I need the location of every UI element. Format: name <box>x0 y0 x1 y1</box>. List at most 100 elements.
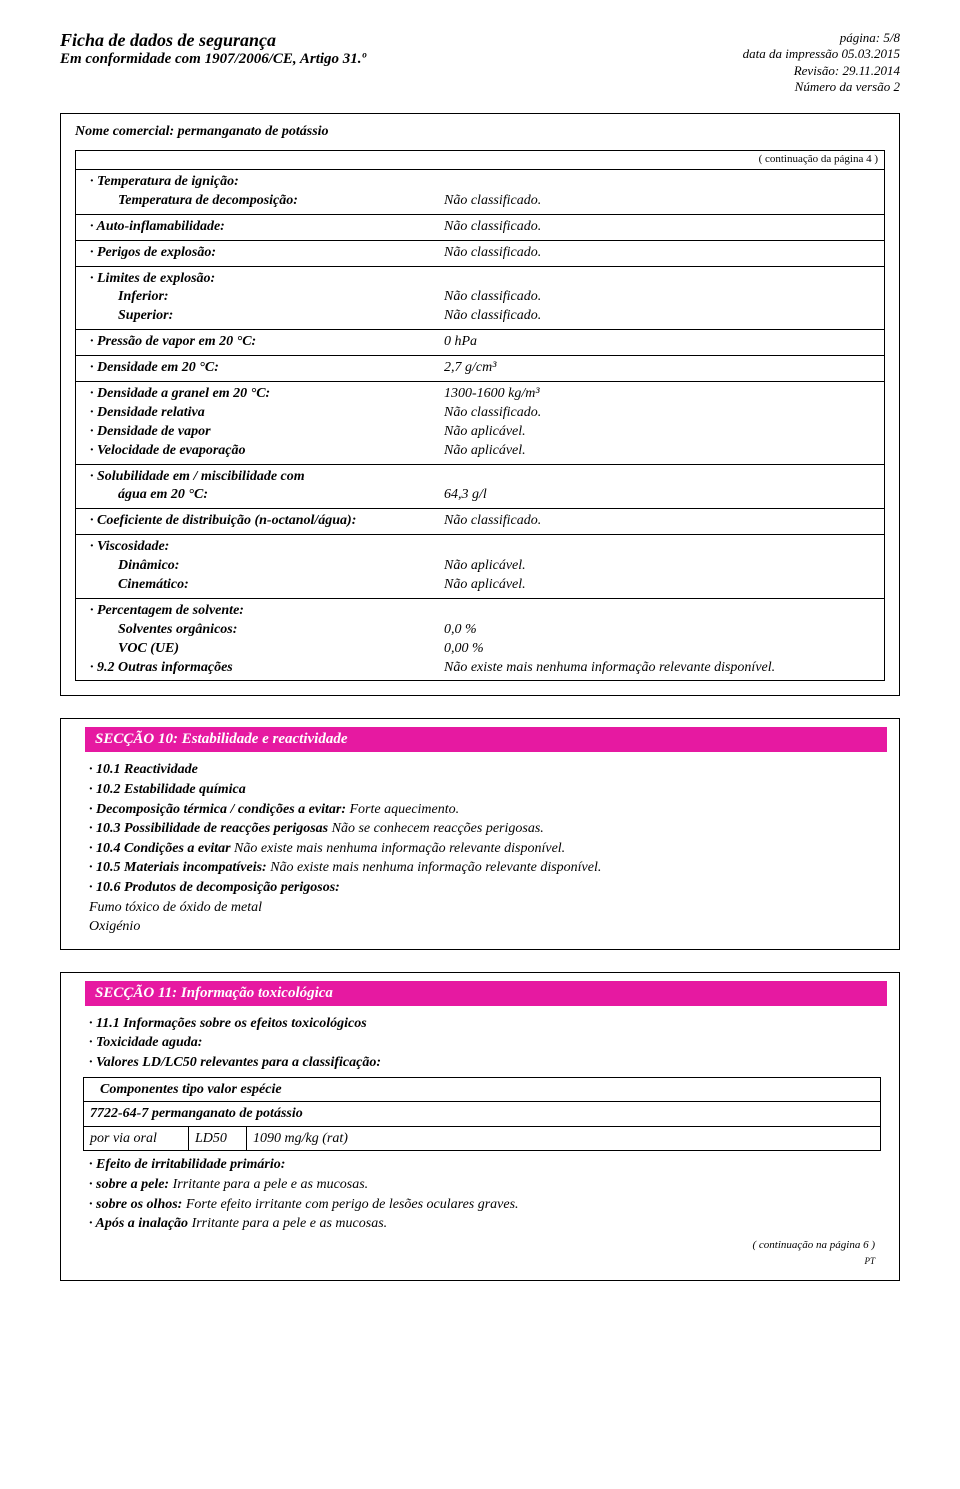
density-value: 2,7 g/cm³ <box>444 359 876 378</box>
s10-conditions-label: 10.4 Condições a evitar <box>103 841 231 856</box>
revision: Revisão: 29.11.2014 <box>743 63 900 79</box>
tox-table: Componentes tipo valor espécie 7722-64-7… <box>83 1077 881 1152</box>
prop-bulk-block: Densidade a granel em 20 °C: 1300-1600 k… <box>76 382 884 465</box>
bulk-value: 1300-1600 kg/m³ <box>444 385 876 404</box>
s11-skin-val: Irritante para a pele e as mucosas. <box>169 1177 368 1192</box>
prop-partition-coef: Coeficiente de distribuição (n-octanol/á… <box>76 509 884 535</box>
tox-table-header: Componentes tipo valor espécie <box>84 1078 880 1103</box>
s10-decomp-val: Forte aquecimento. <box>346 802 459 817</box>
s11-acute: Toxicidade aguda: <box>103 1035 202 1050</box>
decomp-value: Não classificado. <box>444 192 876 211</box>
tox-value: 1090 mg/kg (rat) <box>247 1127 880 1151</box>
s11-inhal-label: Após a inalação <box>103 1216 188 1231</box>
coef-value: Não classificado. <box>444 512 876 531</box>
limits-label: Limites de explosão: <box>104 270 444 289</box>
doc-subtitle: Em conformidade com 1907/2006/CE, Artigo… <box>60 51 366 68</box>
organic-value: 0,0 % <box>444 621 876 640</box>
solub-value: 64,3 g/l <box>444 486 876 505</box>
header-right: página: 5/8 data da impressão 05.03.2015… <box>743 30 900 95</box>
page-number: página: 5/8 <box>743 30 900 46</box>
vapordensity-label: Densidade de vapor <box>104 423 444 442</box>
section-11: SECÇÃO 11: Informação toxicológica 11.1 … <box>60 972 900 1281</box>
s10-materials-val: Não existe mais nenhuma informação relev… <box>267 860 602 875</box>
dynamic-label: Dinâmico: <box>104 557 444 576</box>
prop-density: Densidade em 20 °C: 2,7 g/cm³ <box>76 356 884 382</box>
section-10-header: SECÇÃO 10: Estabilidade e reactividade <box>85 727 887 752</box>
tox-table-data: por via oral LD50 1090 mg/kg (rat) <box>84 1127 880 1151</box>
decomp-label: Temperatura de decomposição: <box>104 192 444 211</box>
solub-label1: Solubilidade em / miscibilidade com <box>104 468 444 487</box>
pt-mark: PT <box>89 1255 881 1268</box>
s10-conditions-val: Não existe mais nenhuma informação relev… <box>231 841 566 856</box>
tox-cas-text: 7722-64-7 permanganato de potássio <box>84 1102 880 1126</box>
s11-effects: 11.1 Informações sobre os efeitos toxico… <box>103 1016 367 1031</box>
tox-table-cas: 7722-64-7 permanganato de potássio <box>84 1102 880 1127</box>
print-date: data da impressão 05.03.2015 <box>743 46 900 62</box>
prop-autoinflam: Auto-inflamabilidade: Não classificado. <box>76 215 884 241</box>
vaporpress-value: 0 hPa <box>444 333 876 352</box>
s10-products-label: 10.6 Produtos de decomposição perigosos: <box>103 880 340 895</box>
prop-viscosity: Viscosidade: Dinâmico: Não aplicável. Ci… <box>76 535 884 599</box>
other-info-label: 9.2 Outras informações <box>104 659 444 678</box>
upper-label: Superior: <box>104 307 444 326</box>
s11-eyes-val: Forte efeito irritante com perigo de les… <box>182 1197 518 1212</box>
organic-label: Solventes orgânicos: <box>104 621 444 640</box>
properties-table: ( continuação da página 4 ) Temperatura … <box>75 150 885 681</box>
s11-skin-label: sobre a pele: <box>103 1177 169 1192</box>
explosion-value: Não classificado. <box>444 244 876 263</box>
prop-vapor-pressure: Pressão de vapor em 20 °C: 0 hPa <box>76 330 884 356</box>
version-number: Número da versão 2 <box>743 79 900 95</box>
s11-ldlc: Valores LD/LC50 relevantes para a classi… <box>103 1055 381 1070</box>
bulk-label: Densidade a granel em 20 °C: <box>104 385 444 404</box>
explosion-label: Perigos de explosão: <box>104 244 444 263</box>
s10-reactivity: 10.1 Reactividade <box>103 762 198 777</box>
s10-materials-label: 10.5 Materiais incompatíveis: <box>103 860 267 875</box>
doc-title: Ficha de dados de segurança <box>60 30 366 51</box>
voc-value: 0,00 % <box>444 640 876 659</box>
solvent-label: Percentagem de solvente: <box>104 602 444 621</box>
prop-solubility: Solubilidade em / miscibilidade com água… <box>76 465 884 510</box>
coef-label: Coeficiente de distribuição (n-octanol/á… <box>104 512 444 531</box>
lower-label: Inferior: <box>104 288 444 307</box>
evap-value: Não aplicável. <box>444 442 876 461</box>
s11-irrit-primary: Efeito de irritabilidade primário: <box>103 1157 285 1172</box>
header-left: Ficha de dados de segurança Em conformid… <box>60 30 366 68</box>
s11-inhal-val: Irritante para a pele e as mucosas. <box>188 1216 387 1231</box>
section-11-body: 11.1 Informações sobre os efeitos toxico… <box>61 1014 899 1280</box>
prop-explosion-limits: Limites de explosão: Inferior: Não class… <box>76 267 884 331</box>
s10-stability: 10.2 Estabilidade química <box>103 782 246 797</box>
voc-label: VOC (UE) <box>104 640 444 659</box>
evap-label: Velocidade de evaporação <box>104 442 444 461</box>
solub-label2: água em 20 °C: <box>104 486 444 505</box>
prop-explosion-hazard: Perigos de explosão: Não classificado. <box>76 241 884 267</box>
tox-header-text: Componentes tipo valor espécie <box>100 1082 282 1097</box>
other-info-value: Não existe mais nenhuma informação relev… <box>444 659 876 678</box>
section-11-header: SECÇÃO 11: Informação toxicológica <box>85 981 887 1006</box>
visc-label: Viscosidade: <box>104 538 444 557</box>
commercial-name: Nome comercial: permanganato de potássio <box>75 124 885 140</box>
tox-type: LD50 <box>189 1127 247 1151</box>
continuation-to: ( continuação na página 6 ) <box>89 1234 881 1255</box>
prop-ignition: Temperatura de ignição: Temperatura de d… <box>76 170 884 215</box>
section-10-body: 10.1 Reactividade 10.2 Estabilidade quím… <box>61 760 899 948</box>
s10-smoke: Fumo tóxico de óxido de metal <box>89 900 262 915</box>
vaporpress-label: Pressão de vapor em 20 °C: <box>104 333 444 352</box>
lower-value: Não classificado. <box>444 288 876 307</box>
s10-oxygen: Oxigénio <box>89 919 140 934</box>
prop-solvent-percent: Percentagem de solvente: Solventes orgân… <box>76 599 884 681</box>
s11-eyes-label: sobre os olhos: <box>103 1197 182 1212</box>
s10-reactions-val: Não se conhecem reacções perigosas. <box>328 821 544 836</box>
document-header: Ficha de dados de segurança Em conformid… <box>60 30 900 95</box>
kinematic-label: Cinemático: <box>104 576 444 595</box>
density-label: Densidade em 20 °C: <box>104 359 444 378</box>
dynamic-value: Não aplicável. <box>444 557 876 576</box>
ignition-label: Temperatura de ignição: <box>104 173 444 192</box>
continuation-from: ( continuação da página 4 ) <box>76 151 884 170</box>
section-10: SECÇÃO 10: Estabilidade e reactividade 1… <box>60 718 900 949</box>
vapordensity-value: Não aplicável. <box>444 423 876 442</box>
s10-reactions-label: 10.3 Possibilidade de reacções perigosas <box>103 821 328 836</box>
properties-panel: Nome comercial: permanganato de potássio… <box>60 113 900 696</box>
autoinflam-label: Auto-inflamabilidade: <box>104 218 444 237</box>
tox-route: por via oral <box>84 1127 189 1151</box>
s10-decomp-label: Decomposição térmica / condições a evita… <box>103 802 346 817</box>
